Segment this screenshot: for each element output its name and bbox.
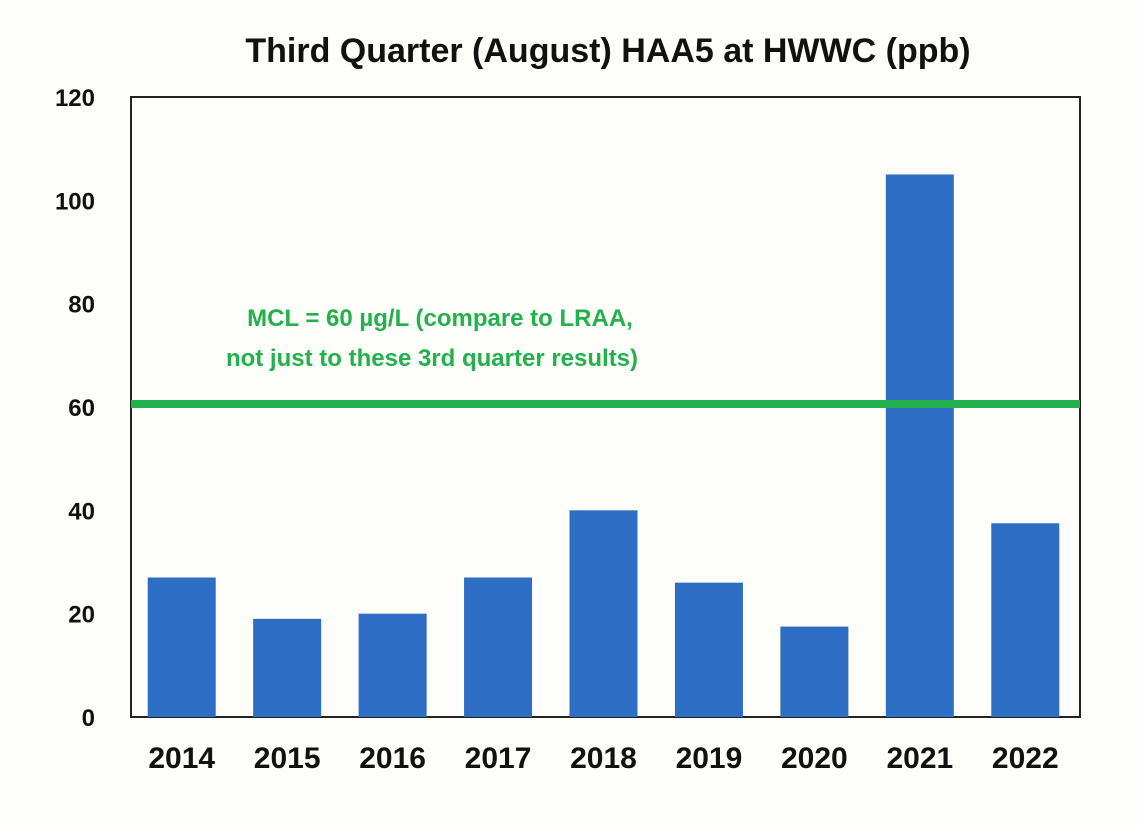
bar-2020 xyxy=(780,626,849,717)
chart-title: Third Quarter (August) HAA5 at HWWC (ppb… xyxy=(245,32,970,70)
x-tick-label: 2019 xyxy=(676,742,743,775)
x-tick-label: 2017 xyxy=(465,742,532,775)
x-tick-label: 2015 xyxy=(254,742,321,775)
x-tick-label: 2020 xyxy=(781,742,848,775)
bar-2014 xyxy=(147,577,216,717)
bar-2018 xyxy=(569,510,638,717)
x-tick-label: 2021 xyxy=(886,742,953,775)
mcl-annotation-line-1: MCL = 60 µg/L (compare to LRAA, xyxy=(247,305,633,332)
y-tick-label: 80 xyxy=(68,292,95,319)
x-tick-label: 2014 xyxy=(148,742,215,775)
bar-2019 xyxy=(674,582,743,717)
bar-2015 xyxy=(253,618,322,717)
y-tick-label: 120 xyxy=(55,85,95,112)
bar-2017 xyxy=(464,577,533,717)
bar-2016 xyxy=(358,613,427,717)
x-tick-label: 2022 xyxy=(992,742,1059,775)
y-tick-label: 0 xyxy=(82,705,95,732)
bar-2021 xyxy=(885,174,954,717)
y-tick-label: 60 xyxy=(68,395,95,422)
bar-2022 xyxy=(991,523,1060,717)
y-tick-label: 20 xyxy=(68,602,95,629)
y-tick-label: 100 xyxy=(55,188,95,215)
x-tick-label: 2018 xyxy=(570,742,637,775)
y-tick-label: 40 xyxy=(68,498,95,525)
mcl-annotation-line-2: not just to these 3rd quarter results) xyxy=(226,345,638,372)
x-tick-label: 2016 xyxy=(359,742,426,775)
